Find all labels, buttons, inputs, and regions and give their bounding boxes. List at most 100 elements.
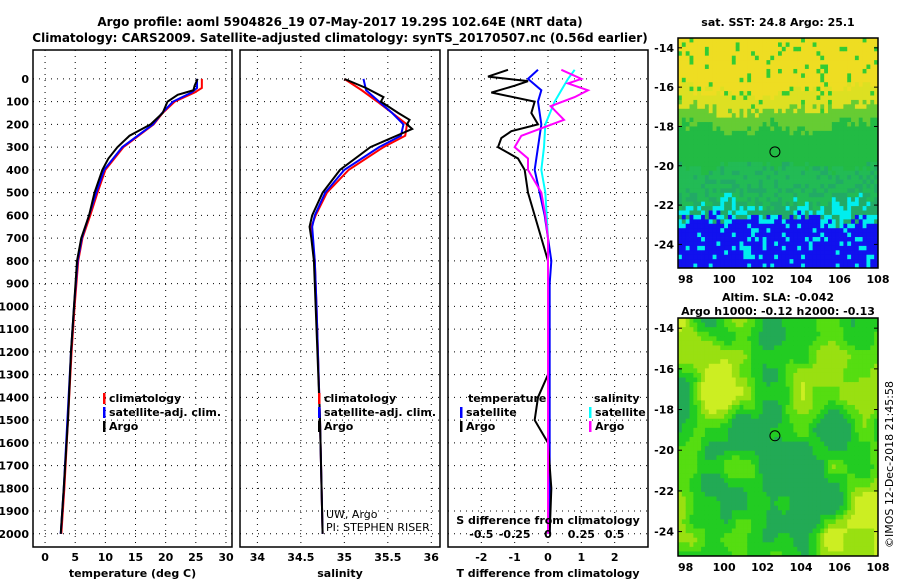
map-cell — [774, 113, 779, 119]
map-cell — [808, 38, 814, 43]
map-cell — [789, 183, 794, 189]
map-cell — [720, 86, 725, 92]
map-cell — [854, 46, 860, 52]
map-cell — [739, 464, 744, 470]
map-cell — [874, 206, 879, 211]
map-cell — [747, 86, 752, 92]
map-cell — [743, 82, 748, 88]
map-cell — [797, 386, 802, 392]
map-cell — [766, 336, 771, 342]
map-cell — [828, 446, 833, 452]
map-cell — [766, 99, 771, 105]
map-cell — [735, 391, 740, 397]
map-cell — [854, 104, 860, 110]
map-cell — [831, 113, 837, 119]
map-cell — [835, 51, 840, 57]
map-cell — [808, 104, 814, 110]
map-cell — [716, 391, 721, 397]
map-cell — [762, 42, 767, 48]
map-cell — [812, 60, 817, 65]
map-cell — [728, 551, 733, 557]
map-cell — [778, 170, 783, 176]
map-cell — [697, 345, 702, 351]
map-cell — [681, 354, 687, 360]
map-cell — [697, 38, 702, 43]
map-cell — [812, 175, 817, 180]
map-cell — [693, 228, 698, 234]
map-cell — [754, 459, 760, 465]
map-cell — [778, 359, 783, 365]
map-cell — [785, 551, 790, 557]
map-cell — [720, 192, 725, 198]
map-cell — [766, 432, 771, 438]
map-cell — [797, 395, 802, 401]
map-cell — [712, 82, 717, 88]
map-cell — [820, 482, 825, 488]
map-cell — [724, 144, 729, 149]
map-cell — [724, 237, 729, 242]
map-cell — [735, 487, 740, 493]
map-cell — [762, 219, 767, 225]
map-cell — [874, 214, 879, 220]
map-cell — [724, 95, 729, 101]
map-cell — [801, 446, 806, 452]
depth-tick-label: 1000 — [0, 300, 29, 313]
map-cell — [747, 455, 752, 461]
map-cell — [774, 322, 779, 328]
map-cell — [781, 126, 787, 132]
map-cell — [774, 161, 779, 167]
map-cell — [754, 432, 760, 438]
map-cell — [781, 157, 787, 163]
map-cell — [793, 175, 798, 180]
map-cell — [816, 469, 821, 475]
map-cell — [824, 318, 829, 323]
map-cell — [797, 542, 802, 548]
map-cell — [808, 170, 814, 176]
map-cell — [754, 400, 760, 406]
map-cell — [720, 510, 725, 516]
map-cell — [797, 514, 802, 520]
map-cell — [797, 95, 802, 101]
map-cell — [689, 166, 694, 172]
map-cell — [758, 192, 764, 198]
map-cell — [704, 487, 710, 493]
map-cell — [847, 64, 852, 70]
map-cell — [708, 232, 714, 238]
map-cell — [735, 139, 740, 145]
map-cell — [716, 201, 721, 207]
map-cell — [708, 510, 714, 516]
map-cell — [751, 350, 756, 356]
map-cell — [712, 382, 717, 388]
map-cell — [754, 386, 760, 392]
map-cell — [735, 77, 740, 83]
map-cell — [747, 459, 752, 465]
map-cell — [739, 318, 744, 323]
map-cell — [701, 464, 706, 470]
map-cell — [831, 68, 837, 74]
map-cell — [793, 237, 798, 242]
map-cell — [704, 144, 710, 149]
map-cell — [824, 386, 829, 392]
map-cell — [731, 117, 737, 123]
map-cell — [851, 188, 856, 194]
map-cell — [758, 219, 764, 225]
map-cell — [720, 496, 725, 502]
map-cell — [681, 510, 687, 516]
map-cell — [704, 188, 710, 194]
map-cell — [728, 546, 733, 552]
map-cell — [678, 104, 683, 110]
map-cell — [716, 263, 721, 269]
map-cell — [770, 322, 775, 328]
map-cell — [831, 372, 837, 378]
map-cell — [697, 542, 702, 548]
map-cell — [743, 166, 748, 172]
map-cell — [693, 336, 698, 342]
map-cell — [808, 446, 814, 452]
map-cell — [735, 336, 740, 342]
map-cell — [793, 153, 798, 158]
map-cell — [804, 505, 810, 511]
map-cell — [743, 478, 748, 484]
map-cell — [828, 99, 833, 105]
map-cell — [781, 331, 787, 337]
map-cell — [747, 157, 752, 163]
